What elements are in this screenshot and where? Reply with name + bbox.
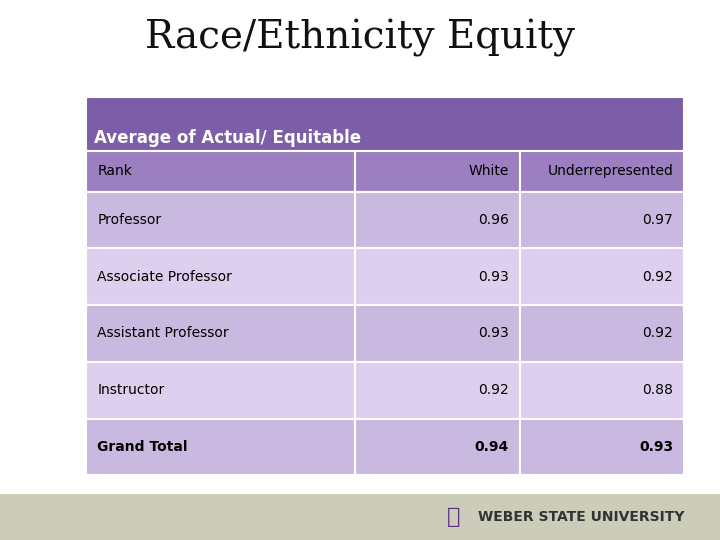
Text: 0.93: 0.93 [478,327,509,340]
FancyBboxPatch shape [520,418,684,475]
Text: Race/Ethnicity Equity: Race/Ethnicity Equity [145,19,575,57]
Text: 0.92: 0.92 [642,270,673,284]
Text: Grand Total: Grand Total [97,440,188,454]
FancyBboxPatch shape [86,192,356,248]
Text: 0.88: 0.88 [642,383,673,397]
Text: 0.96: 0.96 [478,213,509,227]
FancyBboxPatch shape [86,362,356,418]
Text: Rank: Rank [97,165,132,178]
Text: 0.92: 0.92 [642,327,673,340]
FancyBboxPatch shape [520,192,684,248]
Text: 0.94: 0.94 [474,440,509,454]
FancyBboxPatch shape [86,305,356,362]
Text: Underrepresented: Underrepresented [547,165,673,178]
Text: 0.97: 0.97 [642,213,673,227]
Text: 🛡: 🛡 [447,507,460,527]
FancyBboxPatch shape [520,248,684,305]
Text: 0.93: 0.93 [639,440,673,454]
FancyBboxPatch shape [356,362,520,418]
FancyBboxPatch shape [520,305,684,362]
Text: 0.92: 0.92 [478,383,509,397]
FancyBboxPatch shape [86,418,356,475]
FancyBboxPatch shape [520,362,684,418]
FancyBboxPatch shape [86,151,356,192]
FancyBboxPatch shape [520,151,684,192]
Text: Average of Actual/ Equitable: Average of Actual/ Equitable [94,129,361,147]
Text: White: White [469,165,509,178]
Text: Associate Professor: Associate Professor [97,270,232,284]
FancyBboxPatch shape [356,305,520,362]
FancyBboxPatch shape [356,248,520,305]
Text: Instructor: Instructor [97,383,164,397]
FancyBboxPatch shape [86,248,356,305]
Text: Professor: Professor [97,213,161,227]
FancyBboxPatch shape [0,494,720,540]
Text: WEBER STATE UNIVERSITY: WEBER STATE UNIVERSITY [477,510,684,524]
FancyBboxPatch shape [356,418,520,475]
FancyBboxPatch shape [356,151,520,192]
Text: Assistant Professor: Assistant Professor [97,327,229,340]
FancyBboxPatch shape [86,97,684,151]
Text: 0.93: 0.93 [478,270,509,284]
FancyBboxPatch shape [356,192,520,248]
